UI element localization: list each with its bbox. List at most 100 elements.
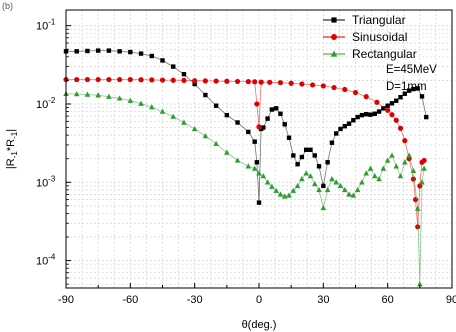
data-point-sinusoidal xyxy=(74,76,80,83)
corner-label: (b) xyxy=(2,1,13,11)
data-point-sinusoidal xyxy=(159,77,166,83)
series-rectangular xyxy=(63,90,427,287)
data-point-rectangular xyxy=(84,91,91,97)
data-point-sinusoidal xyxy=(410,176,416,182)
data-point-triangular xyxy=(261,125,266,130)
data-point-triangular xyxy=(160,58,165,63)
legend-item-triangular: Triangular xyxy=(323,13,406,27)
data-point-rectangular xyxy=(213,140,219,147)
data-point-rectangular xyxy=(138,100,144,106)
series-triangular xyxy=(63,48,429,205)
data-point-rectangular xyxy=(116,95,123,101)
data-point-triangular xyxy=(329,140,335,145)
data-point-sinusoidal xyxy=(299,81,305,87)
legend-marker-sinusoidal xyxy=(331,34,337,40)
data-point-triangular xyxy=(224,112,230,118)
data-point-triangular xyxy=(321,183,326,189)
data-point-triangular xyxy=(406,88,412,93)
data-point-sinusoidal xyxy=(412,197,419,203)
data-point-rectangular xyxy=(410,167,417,174)
data-point-rectangular xyxy=(260,173,267,179)
data-point-rectangular xyxy=(170,113,177,119)
data-point-triangular xyxy=(394,98,399,103)
data-point-triangular xyxy=(316,164,322,169)
data-point-triangular xyxy=(278,111,283,116)
legend-item-sinusoidal: Sinusoidal xyxy=(323,30,407,44)
data-point-triangular xyxy=(312,153,317,158)
data-point-rectangular xyxy=(346,191,352,197)
data-point-rectangular xyxy=(376,176,382,182)
data-point-triangular xyxy=(325,160,330,165)
data-point-triangular xyxy=(334,131,339,136)
data-point-rectangular xyxy=(417,281,423,287)
data-point-triangular xyxy=(372,111,377,116)
y-tick-label: 10-4 xyxy=(36,253,56,268)
data-point-rectangular xyxy=(234,157,241,163)
data-point-triangular xyxy=(308,147,313,152)
legend-label-triangular: Triangular xyxy=(352,13,406,27)
data-point-rectangular xyxy=(269,183,275,189)
annotations: E=45MeV D=1mm xyxy=(386,64,437,93)
data-point-triangular xyxy=(282,122,287,127)
data-point-rectangular xyxy=(294,182,301,189)
data-point-triangular xyxy=(269,107,275,112)
data-point-triangular xyxy=(85,48,90,54)
data-point-rectangular xyxy=(277,191,284,197)
data-point-triangular xyxy=(181,71,187,77)
data-point-sinusoidal xyxy=(202,78,208,84)
data-point-rectangular xyxy=(299,176,305,182)
legend: Triangular Sinusoidal Rectangular xyxy=(323,13,417,61)
data-point-sinusoidal xyxy=(389,112,395,118)
data-point-triangular xyxy=(203,92,208,98)
data-point-triangular xyxy=(342,124,347,129)
data-point-sinusoidal xyxy=(331,84,337,91)
data-point-sinusoidal xyxy=(385,107,391,113)
data-point-triangular xyxy=(402,91,408,96)
data-point-triangular xyxy=(138,51,144,56)
data-point-rectangular xyxy=(359,179,365,185)
data-point-rectangular xyxy=(372,173,378,179)
data-point-sinusoidal xyxy=(224,78,230,84)
data-point-triangular xyxy=(254,160,260,165)
data-point-rectangular xyxy=(406,152,412,158)
data-point-triangular xyxy=(368,112,373,117)
data-point-triangular xyxy=(106,48,112,53)
data-point-triangular xyxy=(246,129,251,135)
data-point-rectangular xyxy=(202,132,209,139)
data-point-triangular xyxy=(117,49,122,54)
data-point-rectangular xyxy=(320,204,327,211)
data-point-triangular xyxy=(338,126,343,132)
data-point-triangular xyxy=(359,112,365,118)
data-point-rectangular xyxy=(95,92,101,98)
data-point-triangular xyxy=(149,53,154,59)
data-point-sinusoidal xyxy=(374,99,380,105)
data-point-sinusoidal xyxy=(245,79,251,85)
data-point-sinusoidal xyxy=(258,79,264,85)
data-point-triangular xyxy=(252,139,257,144)
data-point-rectangular xyxy=(290,187,297,193)
data-point-sinusoidal xyxy=(320,83,326,89)
x-axis-title: θ(deg.) xyxy=(242,319,277,331)
data-point-rectangular xyxy=(264,179,271,185)
data-point-triangular xyxy=(376,109,382,114)
data-point-rectangular xyxy=(324,186,331,193)
data-point-rectangular xyxy=(389,152,395,158)
data-point-sinusoidal xyxy=(170,77,176,83)
data-point-triangular xyxy=(291,153,296,158)
data-point-triangular xyxy=(192,81,197,87)
data-point-rectangular xyxy=(286,192,292,198)
data-point-triangular xyxy=(385,103,390,108)
data-point-rectangular xyxy=(311,181,318,187)
data-point-rectangular xyxy=(341,186,348,193)
data-point-sinusoidal xyxy=(192,78,198,84)
data-point-triangular xyxy=(95,48,101,53)
data-point-rectangular xyxy=(181,119,187,125)
data-point-rectangular xyxy=(367,165,374,171)
x-tick-label: -30 xyxy=(187,294,203,306)
legend-item-rectangular: Rectangular xyxy=(323,47,417,61)
data-point-rectangular xyxy=(191,125,198,132)
data-point-sinusoidal xyxy=(252,79,258,85)
data-point-rectangular xyxy=(245,163,252,169)
data-point-rectangular xyxy=(419,179,425,185)
